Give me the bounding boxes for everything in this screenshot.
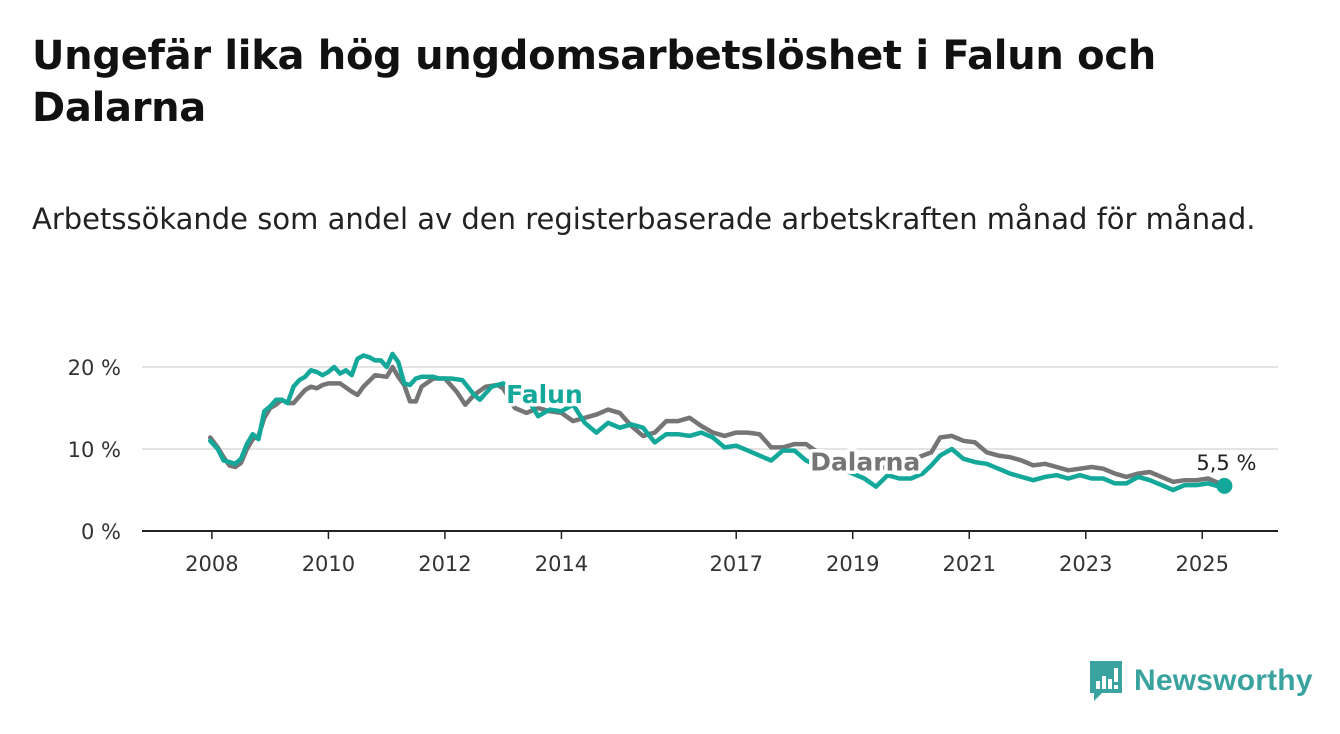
end-value-label: 5,5 % — [1196, 451, 1256, 475]
x-tick-label: 2014 — [535, 552, 588, 576]
y-tick-label: 0 % — [81, 520, 121, 544]
x-tick-label: 2012 — [418, 552, 471, 576]
series-line-dalarna — [207, 364, 1222, 486]
x-axis-ticks: 2008 2010 2012 2014 2017 2019 2021 2023 2025 — [185, 531, 1229, 576]
series-labels: Falun Dalarna 5,5 % — [503, 377, 1259, 494]
y-tick-label: 10 % — [68, 438, 121, 462]
x-tick-label: 2025 — [1176, 552, 1229, 576]
newsworthy-logo-icon — [1090, 661, 1122, 701]
series-label-falun: Falun — [506, 380, 583, 409]
chart-subtitle: Arbetssökande som andel av den registerb… — [32, 202, 1256, 236]
brand-name: Newsworthy — [1134, 664, 1313, 697]
series-label-dalarna: Dalarna — [810, 447, 920, 476]
x-tick-label: 2019 — [826, 552, 879, 576]
x-tick-label: 2017 — [709, 552, 762, 576]
x-tick-label: 2023 — [1059, 552, 1112, 576]
x-tick-label: 2010 — [302, 552, 355, 576]
series-lines — [207, 351, 1227, 493]
y-tick-label: 20 % — [68, 356, 121, 380]
x-tick-label: 2008 — [185, 552, 238, 576]
gridlines — [142, 366, 1278, 532]
y-axis-ticks: 0 % 10 % 20 % — [68, 356, 121, 544]
chart-title: Ungefär lika hög ungdomsarbetslöshet i F… — [32, 33, 1156, 131]
end-point-marker — [1216, 477, 1233, 494]
x-tick-label: 2021 — [943, 552, 996, 576]
newsworthy-logo: Newsworthy — [1088, 658, 1313, 704]
series-line-falun — [207, 351, 1227, 493]
